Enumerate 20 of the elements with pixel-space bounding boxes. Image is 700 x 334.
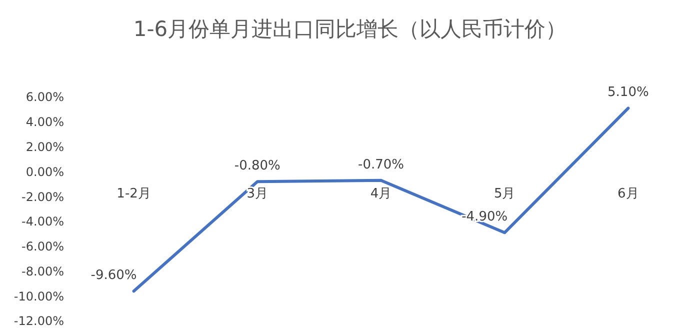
y-tick-label: 6.00%: [26, 90, 64, 104]
y-tick-label: 2.00%: [26, 140, 64, 154]
y-tick-label: -6.00%: [22, 240, 64, 254]
y-tick-label: -2.00%: [22, 190, 64, 204]
y-tick-label: -4.00%: [22, 214, 64, 229]
x-tick-label: 5月: [494, 186, 516, 202]
x-tick-label: 1-2月: [116, 186, 151, 202]
y-tick-label: -10.00%: [14, 289, 64, 304]
y-tick-label: 4.00%: [26, 115, 64, 130]
data-label: -0.80%: [234, 158, 280, 174]
data-label: 5.10%: [608, 85, 649, 100]
data-label: -9.60%: [90, 268, 137, 284]
chart-title: 1-6月份单月进出口同比增长（以人民币计价）: [133, 17, 567, 41]
x-tick-label: 3月: [246, 186, 268, 202]
y-tick-label: -8.00%: [22, 264, 64, 278]
x-tick-label: 4月: [370, 186, 392, 202]
x-tick-label: 6月: [618, 186, 639, 202]
y-tick-label: -12.00%: [14, 314, 64, 328]
y-tick-label: 0.00%: [26, 164, 64, 179]
data-label: -0.70%: [358, 157, 404, 172]
